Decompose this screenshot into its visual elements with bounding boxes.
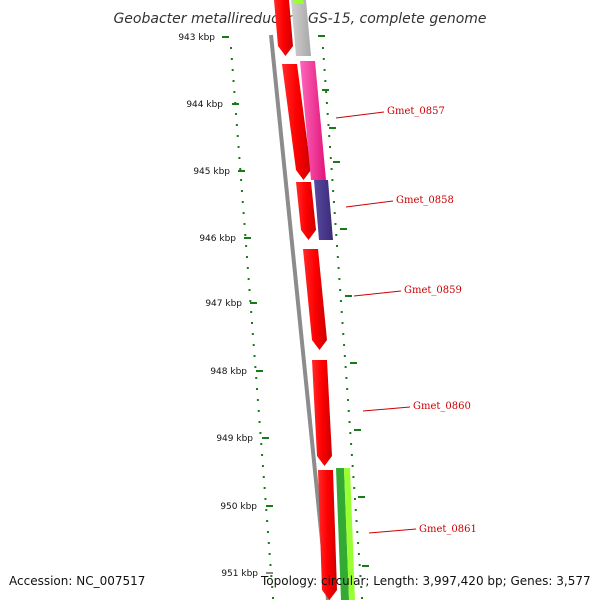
gene-label-leaders — [335, 111, 417, 534]
gene-feature-indigo — [314, 180, 333, 240]
gene-arrow-red — [274, 0, 293, 56]
gene-feature-magenta — [300, 61, 326, 180]
label-leader-line — [335, 111, 385, 119]
label-leader-line — [353, 290, 402, 297]
kbp-label: 948 kbp — [210, 367, 247, 377]
gene-feature-lime — [344, 468, 355, 600]
gene-feature-lime — [293, 0, 304, 4]
gene-label[interactable]: Gmet_0859 — [404, 285, 462, 296]
gc-skew-ticks — [222, 35, 369, 599]
gene-arrow-red — [318, 470, 337, 600]
kbp-label: 946 kbp — [199, 234, 236, 244]
kbp-label: 944 kbp — [186, 100, 223, 110]
kbp-label: 947 kbp — [205, 299, 242, 309]
label-leader-line — [345, 200, 394, 208]
footer-accession: Accession: NC_007517 — [9, 574, 146, 588]
genome-backbone — [269, 34, 330, 601]
gene-label[interactable]: Gmet_0857 — [387, 106, 445, 117]
kbp-label: 945 kbp — [193, 167, 230, 177]
gene-labels: Gmet_0857 Gmet_0858 Gmet_0859 Gmet_0860 Gmet… — [387, 106, 477, 535]
footer-topology: Topology: circular; Length: 3,997,420 bp… — [261, 574, 591, 588]
gene-label[interactable]: Gmet_0860 — [413, 401, 471, 412]
gene-feature-green — [336, 468, 349, 600]
gene-arrow-red — [312, 360, 332, 466]
gene-features — [274, 0, 355, 600]
label-leader-line — [368, 528, 417, 534]
label-leader-line — [362, 406, 411, 412]
kbp-label: 950 kbp — [220, 502, 257, 512]
gene-arrow-red — [303, 249, 327, 350]
gene-arrow-red — [296, 182, 316, 240]
kbp-scale-labels: 943 kbp 944 kbp 945 kbp 946 kbp 947 kbp 948 k… — [178, 33, 258, 579]
kbp-label: 943 kbp — [178, 33, 215, 43]
gene-feature-gray — [291, 0, 311, 56]
gene-arrow-red — [282, 64, 311, 180]
kbp-label: 949 kbp — [216, 434, 253, 444]
kbp-label: 951 kbp — [221, 569, 258, 579]
gene-label[interactable]: Gmet_0858 — [396, 195, 454, 206]
gene-label[interactable]: Gmet_0861 — [419, 524, 477, 535]
